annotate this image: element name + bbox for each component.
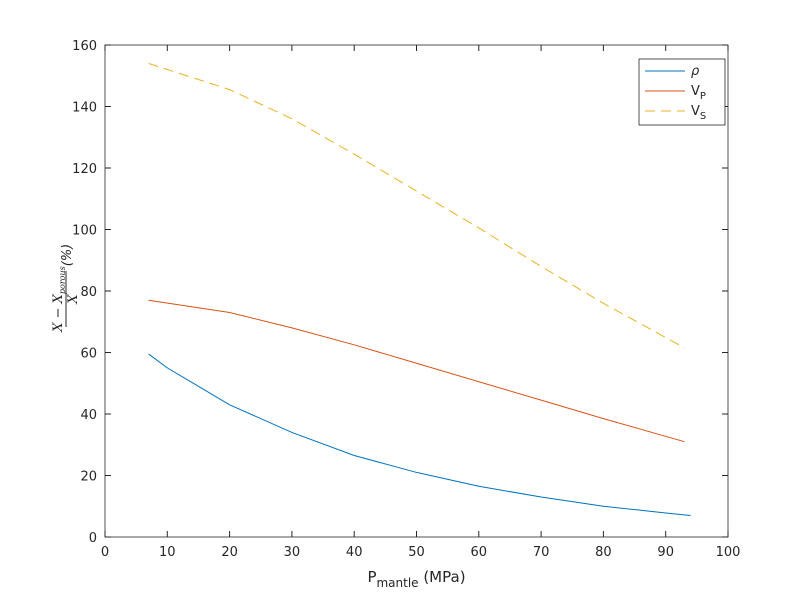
x-tick-label: 30	[284, 545, 301, 560]
y-label-num-sub: porous	[58, 266, 67, 294]
y-label-denominator: X	[66, 294, 81, 305]
data-line	[148, 353, 691, 516]
legend-name-sub: S	[700, 111, 706, 122]
y-tick-label: 60	[80, 347, 97, 362]
y-label-num-main: X − X	[51, 293, 66, 332]
x-tick-label: 40	[346, 545, 363, 560]
y-label-numerator: X − Xporous	[51, 266, 67, 333]
x-tick-label: 50	[408, 545, 425, 560]
legend	[638, 58, 726, 126]
x-tick-label: 100	[716, 545, 741, 560]
data-line	[148, 62, 685, 349]
legend-label: VP	[691, 84, 706, 102]
legend-name: ρ	[691, 64, 700, 79]
x-tick-label: 20	[221, 545, 238, 560]
y-tick-label: 160	[72, 39, 97, 54]
x-label-main: P	[367, 568, 376, 586]
plot-area	[104, 44, 729, 538]
y-tick-label: 120	[72, 162, 97, 177]
y-tick-label: 140	[72, 101, 97, 116]
x-tick-label: 60	[471, 545, 488, 560]
legend-label: ρ	[691, 64, 700, 79]
y-tick-label: 0	[89, 531, 97, 546]
y-label-unit: (%)	[60, 244, 75, 267]
x-label-rest: (MPa)	[419, 568, 466, 586]
y-tick-label: 40	[80, 408, 97, 423]
x-label-sub: mantle	[376, 576, 418, 590]
data-line	[148, 299, 685, 443]
legend-name: V	[691, 104, 700, 119]
x-axis-label: Pmantle (MPa)	[367, 568, 465, 590]
x-tick-label: 70	[533, 545, 550, 560]
y-tick-label: 20	[80, 470, 97, 485]
legend-name-sub: P	[700, 91, 706, 102]
x-tick-label: 0	[101, 545, 109, 560]
legend-label: VS	[691, 104, 706, 122]
x-tick-label: 90	[657, 545, 674, 560]
x-tick-label: 80	[595, 545, 612, 560]
y-tick-label: 80	[80, 285, 97, 300]
legend-name: V	[691, 84, 700, 99]
y-tick-label: 100	[72, 224, 97, 239]
x-tick-label: 10	[159, 545, 176, 560]
